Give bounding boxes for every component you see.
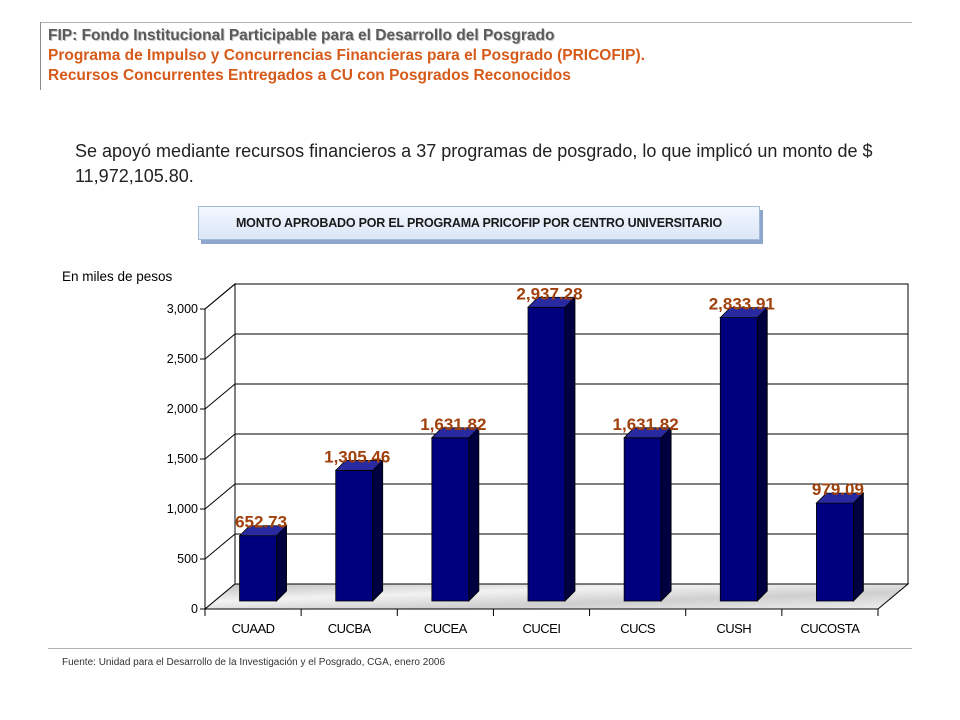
bar-front (816, 502, 854, 602)
source-footnote: Fuente: Unidad para el Desarrollo de la … (62, 657, 446, 668)
bar-top (527, 296, 576, 308)
chart-bars (238, 296, 865, 602)
y-tick-label: 3,000 (167, 302, 198, 316)
chart-title-box: MONTO APROBADO POR EL PROGRAMA PRICOFIP … (198, 206, 760, 240)
bar-top (430, 427, 480, 439)
x-tick-label-cucei: CUCEI (523, 621, 561, 636)
bar-top (238, 525, 288, 537)
bar-cucba (334, 459, 384, 602)
y-tick-label: 2,500 (167, 352, 198, 366)
bar-cush (719, 306, 769, 602)
y-tick-label: 1,000 (167, 502, 198, 516)
bar-front (623, 437, 662, 602)
header-left-rule (40, 22, 41, 90)
bar-cuaad (238, 524, 288, 602)
bar-front (335, 470, 374, 602)
summary-text: Se apoyó mediante recursos financieros a… (75, 141, 873, 186)
bar-side (372, 459, 384, 602)
gridline (204, 283, 908, 310)
page-subtitle-resources: Recursos Concurrentes Entregados a CU co… (48, 67, 571, 84)
bar-top (719, 307, 769, 319)
y-tick-label: 2,000 (167, 402, 198, 416)
data-label-cucs: 1,631.82 (613, 415, 679, 434)
data-label-cucosta: 979.09 (812, 480, 864, 499)
bar-side (564, 296, 576, 602)
y-tick-label: 0 (191, 602, 198, 616)
bar-side (468, 426, 480, 602)
x-tick-label-cuaad: CUAAD (232, 621, 275, 636)
bar-side (276, 524, 287, 602)
gridline (204, 433, 908, 460)
chart-title: MONTO APROBADO POR EL PROGRAMA PRICOFIP … (235, 216, 723, 230)
y-tick-label: 500 (177, 552, 198, 566)
bar-front (527, 306, 566, 602)
data-label-cucea: 1,631.82 (420, 415, 486, 434)
gridline (204, 483, 908, 510)
page-subtitle-program: Programa de Impulso y Concurrencias Fina… (48, 47, 645, 64)
footer-rule (48, 648, 912, 649)
bar-side (853, 492, 864, 602)
bar-cucosta (815, 492, 865, 602)
gridline (204, 383, 908, 410)
data-label-cucei: 2,937.28 (516, 284, 582, 303)
bar-side (756, 306, 768, 602)
x-tick-label-cush: CUSH (716, 621, 751, 636)
bar-front (239, 535, 277, 602)
x-tick-label-cucs: CUCS (620, 621, 656, 636)
x-tick-label-cucba: CUCBA (328, 621, 372, 636)
chart-gridlines (200, 283, 908, 616)
x-tick-label-cucosta: CUCOSTA (800, 621, 860, 636)
y-axis-label: En miles de pesos (62, 269, 173, 284)
bar-top (334, 460, 384, 471)
bar-cucs (623, 426, 673, 602)
data-label-cush: 2,833.91 (709, 295, 775, 314)
bar-side (660, 426, 672, 602)
header-top-rule (40, 22, 912, 23)
x-tick-label-cucea: CUCEA (424, 621, 468, 636)
gridline (204, 533, 908, 560)
gridline (204, 333, 908, 360)
bar-cucei (527, 296, 576, 602)
data-label-cucba: 1,305.46 (324, 447, 390, 466)
bar-cucea (430, 426, 480, 602)
page-title: FIP: Fondo Institucional Participable pa… (48, 27, 555, 44)
y-tick-label: 1,500 (167, 452, 198, 466)
bar-front (431, 437, 470, 602)
header: FIP: Fondo Institucional Participable pa… (48, 26, 908, 86)
data-label-cuaad: 652.73 (235, 513, 287, 532)
chart-labels: 0 500 1,000 1,500 2,000 2,500 3,000 En miles de… (62, 269, 864, 636)
bar-top (623, 427, 673, 439)
bar-front (719, 317, 758, 602)
bar-top (815, 492, 865, 504)
